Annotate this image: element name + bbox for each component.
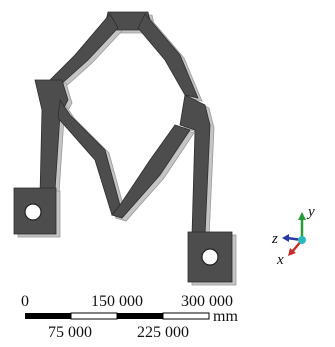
scale-label: 150 000 (91, 293, 143, 310)
scale-label: 75 000 (48, 324, 92, 341)
scale-unit: mm (213, 308, 238, 325)
scale-bar: 0 150 000 300 000 75 000 225 000 mm (21, 293, 238, 341)
screenshot: y z x 0 150 000 300 000 75 000 225 000 m… (0, 0, 335, 347)
scale-label: 225 000 (137, 324, 189, 341)
axis-label-x: x (276, 252, 284, 268)
axis-label-z: z (271, 231, 278, 247)
scale-label: 0 (21, 293, 29, 310)
mechanism-model (14, 12, 236, 285)
axis-label-y: y (306, 204, 315, 220)
axis-triad: y z x (271, 204, 315, 268)
